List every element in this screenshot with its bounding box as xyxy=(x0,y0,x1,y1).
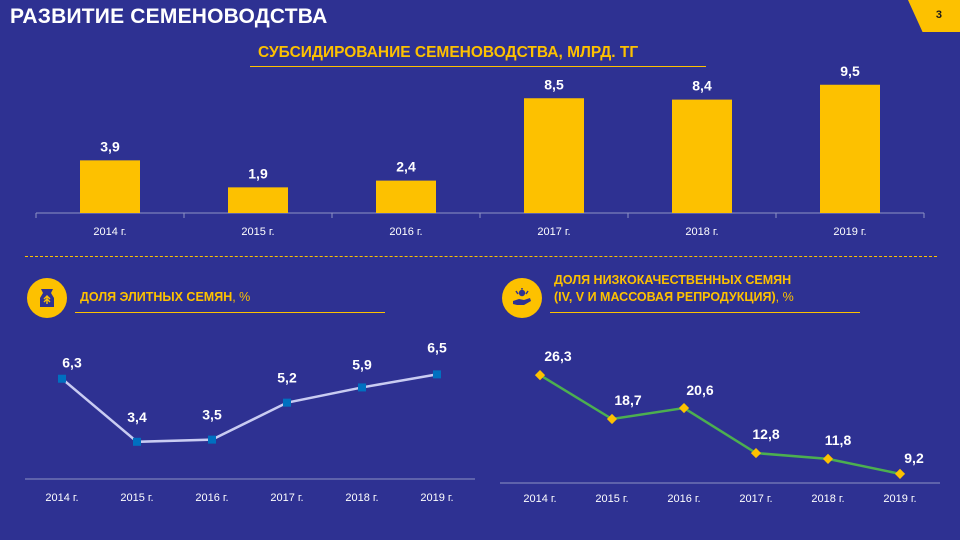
elite-title-underline xyxy=(75,312,385,313)
elite-seeds-title: ДОЛЯ ЭЛИТНЫХ СЕМЯН, % xyxy=(80,289,250,306)
elite-seeds-title-text: ДОЛЯ ЭЛИТНЫХ СЕМЯН xyxy=(80,290,233,304)
subsidy-x-tick: 2019 г. xyxy=(833,226,866,238)
elite-value-label: 3,4 xyxy=(127,409,147,425)
elite-x-tick: 2014 г. xyxy=(45,492,78,504)
elite-x-tick: 2015 г. xyxy=(120,492,153,504)
low-quality-x-tick: 2016 г. xyxy=(667,493,700,505)
low-quality-x-tick: 2018 г. xyxy=(811,493,844,505)
low-quality-marker xyxy=(678,402,690,414)
seed-bag-icon xyxy=(27,278,67,318)
subsidy-bar xyxy=(376,180,436,213)
elite-marker xyxy=(358,383,366,392)
low-quality-x-tick: 2017 г. xyxy=(739,493,772,505)
low-quality-title-underline xyxy=(550,312,860,313)
low-quality-title-line2: (IV, V И МАССОВАЯ РЕПРОДУКЦИЯ) xyxy=(554,290,776,304)
elite-value-label: 3,5 xyxy=(202,407,222,423)
subsidy-title-underline xyxy=(250,66,706,67)
page-number: 3 xyxy=(935,9,942,21)
subsidy-bar xyxy=(524,98,584,213)
subsidy-x-tick: 2014 г. xyxy=(93,226,126,238)
subsidy-bar-label: 2,4 xyxy=(396,159,416,175)
low-quality-value-label: 20,6 xyxy=(686,382,713,398)
low-quality-marker xyxy=(822,453,834,464)
subsidy-bar-label: 8,5 xyxy=(544,76,564,92)
low-quality-value-label: 12,8 xyxy=(752,426,779,442)
elite-marker xyxy=(208,435,216,444)
low-quality-x-tick: 2019 г. xyxy=(883,493,916,505)
low-quality-title-line1: ДОЛЯ НИЗКОКАЧЕСТВЕННЫХ СЕМЯН xyxy=(554,273,792,287)
elite-x-tick: 2018 г. xyxy=(345,492,378,504)
low-quality-value-label: 18,7 xyxy=(614,392,641,408)
low-quality-seeds-title: ДОЛЯ НИЗКОКАЧЕСТВЕННЫХ СЕМЯН (IV, V И МА… xyxy=(554,272,794,306)
low-quality-marker xyxy=(606,413,618,425)
slide-title: РАЗВИТИЕ СЕМЕНОВОДСТВА xyxy=(10,5,328,28)
low-quality-value-label: 11,8 xyxy=(825,432,852,448)
elite-value-label: 6,3 xyxy=(62,355,82,371)
elite-x-tick: 2019 г. xyxy=(420,492,453,504)
elite-value-label: 5,9 xyxy=(352,356,372,372)
section-divider xyxy=(25,256,937,257)
subsidy-chart-title: СУБСИДИРОВАНИЕ СЕМЕНОВОДСТВА, МЛРД. ТГ xyxy=(258,44,639,61)
low-quality-title-unit: , % xyxy=(775,290,794,304)
subsidy-bar xyxy=(672,99,732,213)
subsidy-bar-label: 3,9 xyxy=(100,138,120,154)
subsidy-bar-label: 8,4 xyxy=(692,78,712,94)
elite-x-tick: 2016 г. xyxy=(195,492,228,504)
subsidy-x-tick: 2015 г. xyxy=(241,226,274,238)
subsidy-bar xyxy=(820,84,880,213)
elite-marker xyxy=(133,437,141,446)
low-quality-x-tick: 2014 г. xyxy=(523,493,556,505)
low-quality-marker xyxy=(534,370,546,381)
elite-x-tick: 2017 г. xyxy=(270,492,303,504)
subsidy-bar-label: 9,5 xyxy=(840,63,860,79)
low-quality-value-label: 9,2 xyxy=(904,450,924,466)
subsidy-bar xyxy=(228,187,288,213)
low-quality-value-label: 26,3 xyxy=(544,348,571,364)
subsidy-x-tick: 2018 г. xyxy=(685,226,718,238)
subsidy-x-tick: 2016 г. xyxy=(389,226,422,238)
elite-line xyxy=(61,373,438,444)
subsidy-x-tick: 2017 г. xyxy=(537,226,570,238)
subsidy-bar-label: 1,9 xyxy=(248,165,268,181)
low-quality-x-tick: 2015 г. xyxy=(595,493,628,505)
elite-seeds-title-unit: , % xyxy=(232,290,251,304)
elite-value-label: 6,5 xyxy=(427,339,447,355)
elite-marker xyxy=(283,398,291,407)
low-quality-line xyxy=(539,374,901,476)
elite-marker xyxy=(58,374,66,383)
low-quality-marker xyxy=(894,468,906,479)
elite-marker xyxy=(433,370,441,379)
seed-hand-icon xyxy=(502,278,542,318)
elite-value-label: 5,2 xyxy=(277,370,297,386)
subsidy-bar xyxy=(80,160,140,213)
